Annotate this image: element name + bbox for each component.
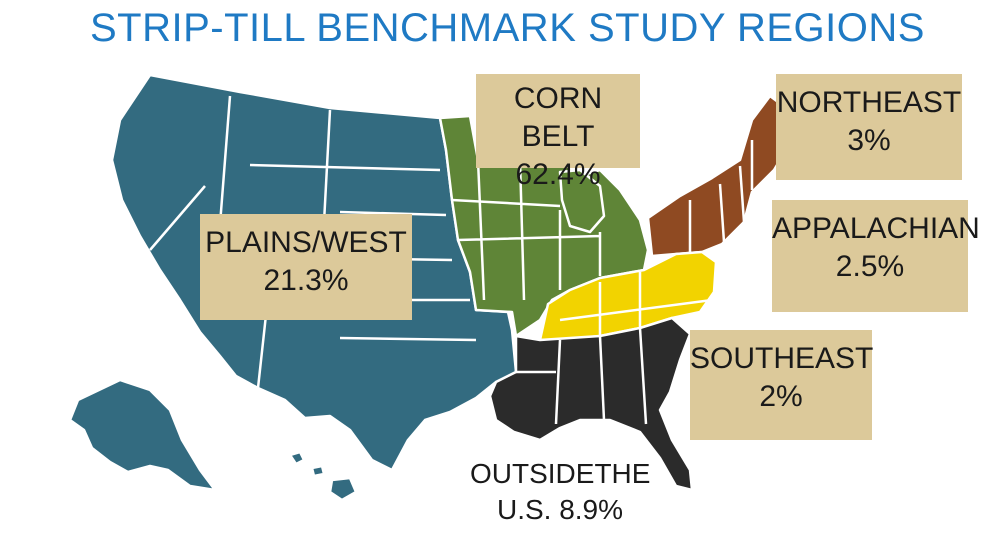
alaska-shape: [68, 378, 217, 492]
region-southeast: [488, 316, 694, 492]
label-appalachian: APPALACHIAN 2.5%: [772, 200, 980, 312]
northeast-state-lines: [688, 140, 754, 254]
outside-line-2: U.S. 8.9%: [496, 494, 624, 525]
southeast-state-lines: [516, 327, 648, 425]
plains-west-value: 21.3%: [263, 264, 349, 297]
corn-belt-value: 62.4%: [515, 158, 601, 191]
northeast-name: NORTHEAST: [776, 86, 962, 119]
northeast-value: 3%: [847, 124, 891, 157]
northeast-shape: [646, 94, 794, 258]
label-outside-us: OUTSIDETHE U.S. 8.9%: [470, 456, 650, 528]
label-corn-belt: CORN BELT 62.4%: [476, 74, 640, 191]
appalachian-state-lines: [559, 272, 713, 336]
label-northeast: NORTHEAST 3%: [776, 74, 962, 180]
region-northeast: [646, 94, 794, 258]
map-title: STRIP-TILL BENCHMARK STUDY REGIONS: [90, 6, 925, 50]
plains-west-name: PLAINS/WEST: [205, 226, 407, 259]
corn-belt-state-lines: [451, 159, 602, 301]
label-plains-west: PLAINS/WEST 21.3%: [200, 214, 412, 320]
appalachian-name: APPALACHIAN: [772, 212, 980, 245]
southeast-value: 2%: [759, 380, 803, 413]
michigan-shape: [558, 168, 606, 234]
corn-belt-name: CORN BELT: [513, 82, 603, 153]
outside-line-1: OUTSIDETHE: [470, 458, 651, 489]
appalachian-value: 2.5%: [835, 250, 905, 283]
hawaii-shape: [288, 450, 358, 502]
southeast-name: SOUTHEAST: [690, 342, 874, 375]
label-southeast: SOUTHEAST 2%: [690, 330, 874, 440]
